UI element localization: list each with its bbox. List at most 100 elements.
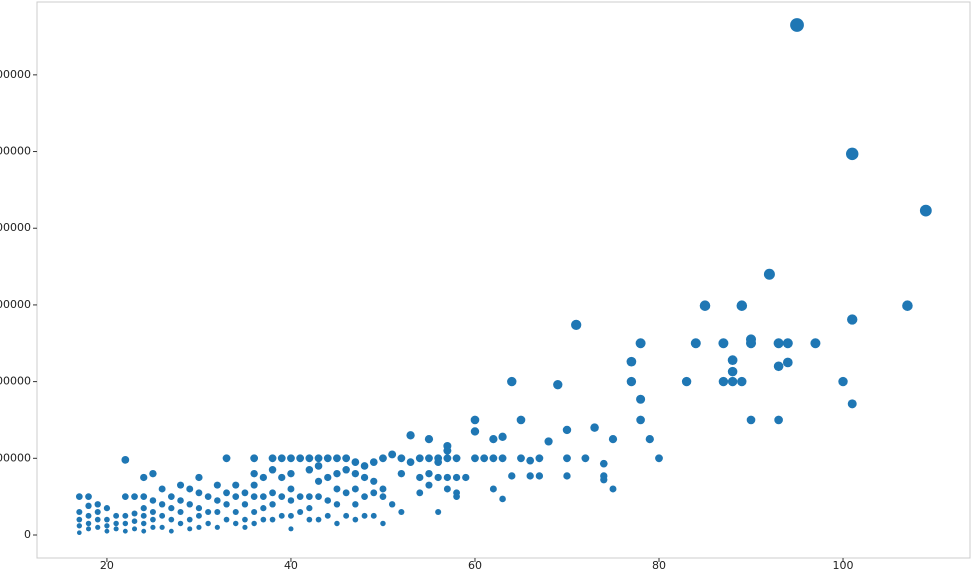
point bbox=[774, 415, 783, 425]
point bbox=[232, 493, 240, 500]
point bbox=[140, 505, 147, 512]
point bbox=[259, 473, 267, 482]
point bbox=[608, 435, 618, 444]
point bbox=[902, 300, 913, 311]
point bbox=[232, 508, 239, 516]
point bbox=[131, 518, 138, 524]
point bbox=[85, 526, 92, 532]
y-tick-label: 100000 bbox=[0, 451, 31, 464]
point bbox=[342, 466, 350, 474]
point bbox=[435, 508, 442, 516]
point bbox=[360, 473, 369, 482]
point bbox=[636, 415, 645, 425]
point bbox=[370, 512, 377, 519]
point bbox=[498, 454, 507, 463]
point bbox=[131, 493, 138, 500]
point bbox=[919, 204, 932, 217]
point bbox=[140, 493, 148, 500]
point bbox=[104, 523, 110, 529]
point bbox=[214, 524, 220, 530]
point bbox=[232, 481, 240, 489]
point bbox=[250, 454, 259, 463]
point bbox=[268, 466, 277, 474]
point bbox=[94, 501, 101, 508]
point bbox=[205, 520, 211, 527]
point bbox=[655, 454, 663, 463]
point bbox=[195, 505, 203, 512]
point bbox=[681, 376, 692, 387]
point bbox=[260, 516, 267, 523]
point bbox=[296, 454, 305, 463]
point bbox=[177, 520, 184, 527]
point bbox=[443, 446, 452, 455]
point bbox=[563, 454, 571, 463]
point bbox=[75, 493, 83, 500]
point bbox=[121, 493, 129, 500]
point bbox=[369, 458, 378, 466]
point bbox=[242, 516, 248, 523]
point bbox=[251, 520, 257, 527]
point bbox=[343, 512, 350, 519]
point bbox=[544, 437, 553, 446]
point bbox=[158, 501, 166, 508]
y-tick-label: 500000 bbox=[0, 145, 31, 158]
point bbox=[581, 454, 590, 463]
point bbox=[535, 454, 544, 463]
point bbox=[434, 458, 443, 466]
point bbox=[141, 528, 147, 534]
point bbox=[177, 497, 184, 504]
point bbox=[76, 523, 82, 529]
point bbox=[847, 399, 857, 409]
point bbox=[645, 435, 654, 444]
point bbox=[489, 435, 498, 444]
point bbox=[159, 524, 165, 530]
point bbox=[333, 485, 341, 493]
point bbox=[443, 485, 451, 493]
point bbox=[763, 268, 775, 280]
point bbox=[159, 512, 166, 519]
point bbox=[287, 469, 295, 478]
point bbox=[498, 432, 507, 441]
point bbox=[397, 454, 406, 463]
point bbox=[398, 508, 405, 516]
point bbox=[269, 516, 276, 523]
point bbox=[690, 338, 701, 349]
point bbox=[847, 314, 858, 325]
point bbox=[443, 454, 452, 463]
point bbox=[609, 485, 617, 493]
point bbox=[196, 524, 202, 530]
point bbox=[104, 516, 110, 523]
point bbox=[563, 472, 571, 480]
point bbox=[131, 526, 138, 532]
point bbox=[113, 520, 119, 527]
point bbox=[306, 493, 313, 500]
point bbox=[351, 469, 360, 478]
point bbox=[470, 427, 480, 436]
point bbox=[379, 485, 387, 493]
point bbox=[727, 376, 738, 387]
point bbox=[416, 489, 424, 497]
x-tick-label: 80 bbox=[652, 559, 666, 572]
point bbox=[746, 415, 756, 425]
point bbox=[214, 497, 221, 504]
point bbox=[480, 454, 489, 463]
point bbox=[260, 493, 267, 500]
point bbox=[104, 528, 110, 534]
point bbox=[288, 512, 294, 519]
point bbox=[790, 18, 804, 32]
y-tick-label: 200000 bbox=[0, 375, 31, 388]
point bbox=[342, 489, 350, 497]
point bbox=[250, 481, 258, 489]
point bbox=[187, 526, 193, 532]
point bbox=[324, 512, 331, 519]
point bbox=[718, 376, 729, 387]
point bbox=[94, 516, 101, 523]
point bbox=[425, 454, 433, 463]
x-tick-label: 20 bbox=[100, 559, 114, 572]
point bbox=[269, 489, 276, 497]
point bbox=[333, 501, 341, 508]
point bbox=[121, 455, 130, 464]
point bbox=[370, 489, 378, 497]
point bbox=[177, 481, 185, 489]
